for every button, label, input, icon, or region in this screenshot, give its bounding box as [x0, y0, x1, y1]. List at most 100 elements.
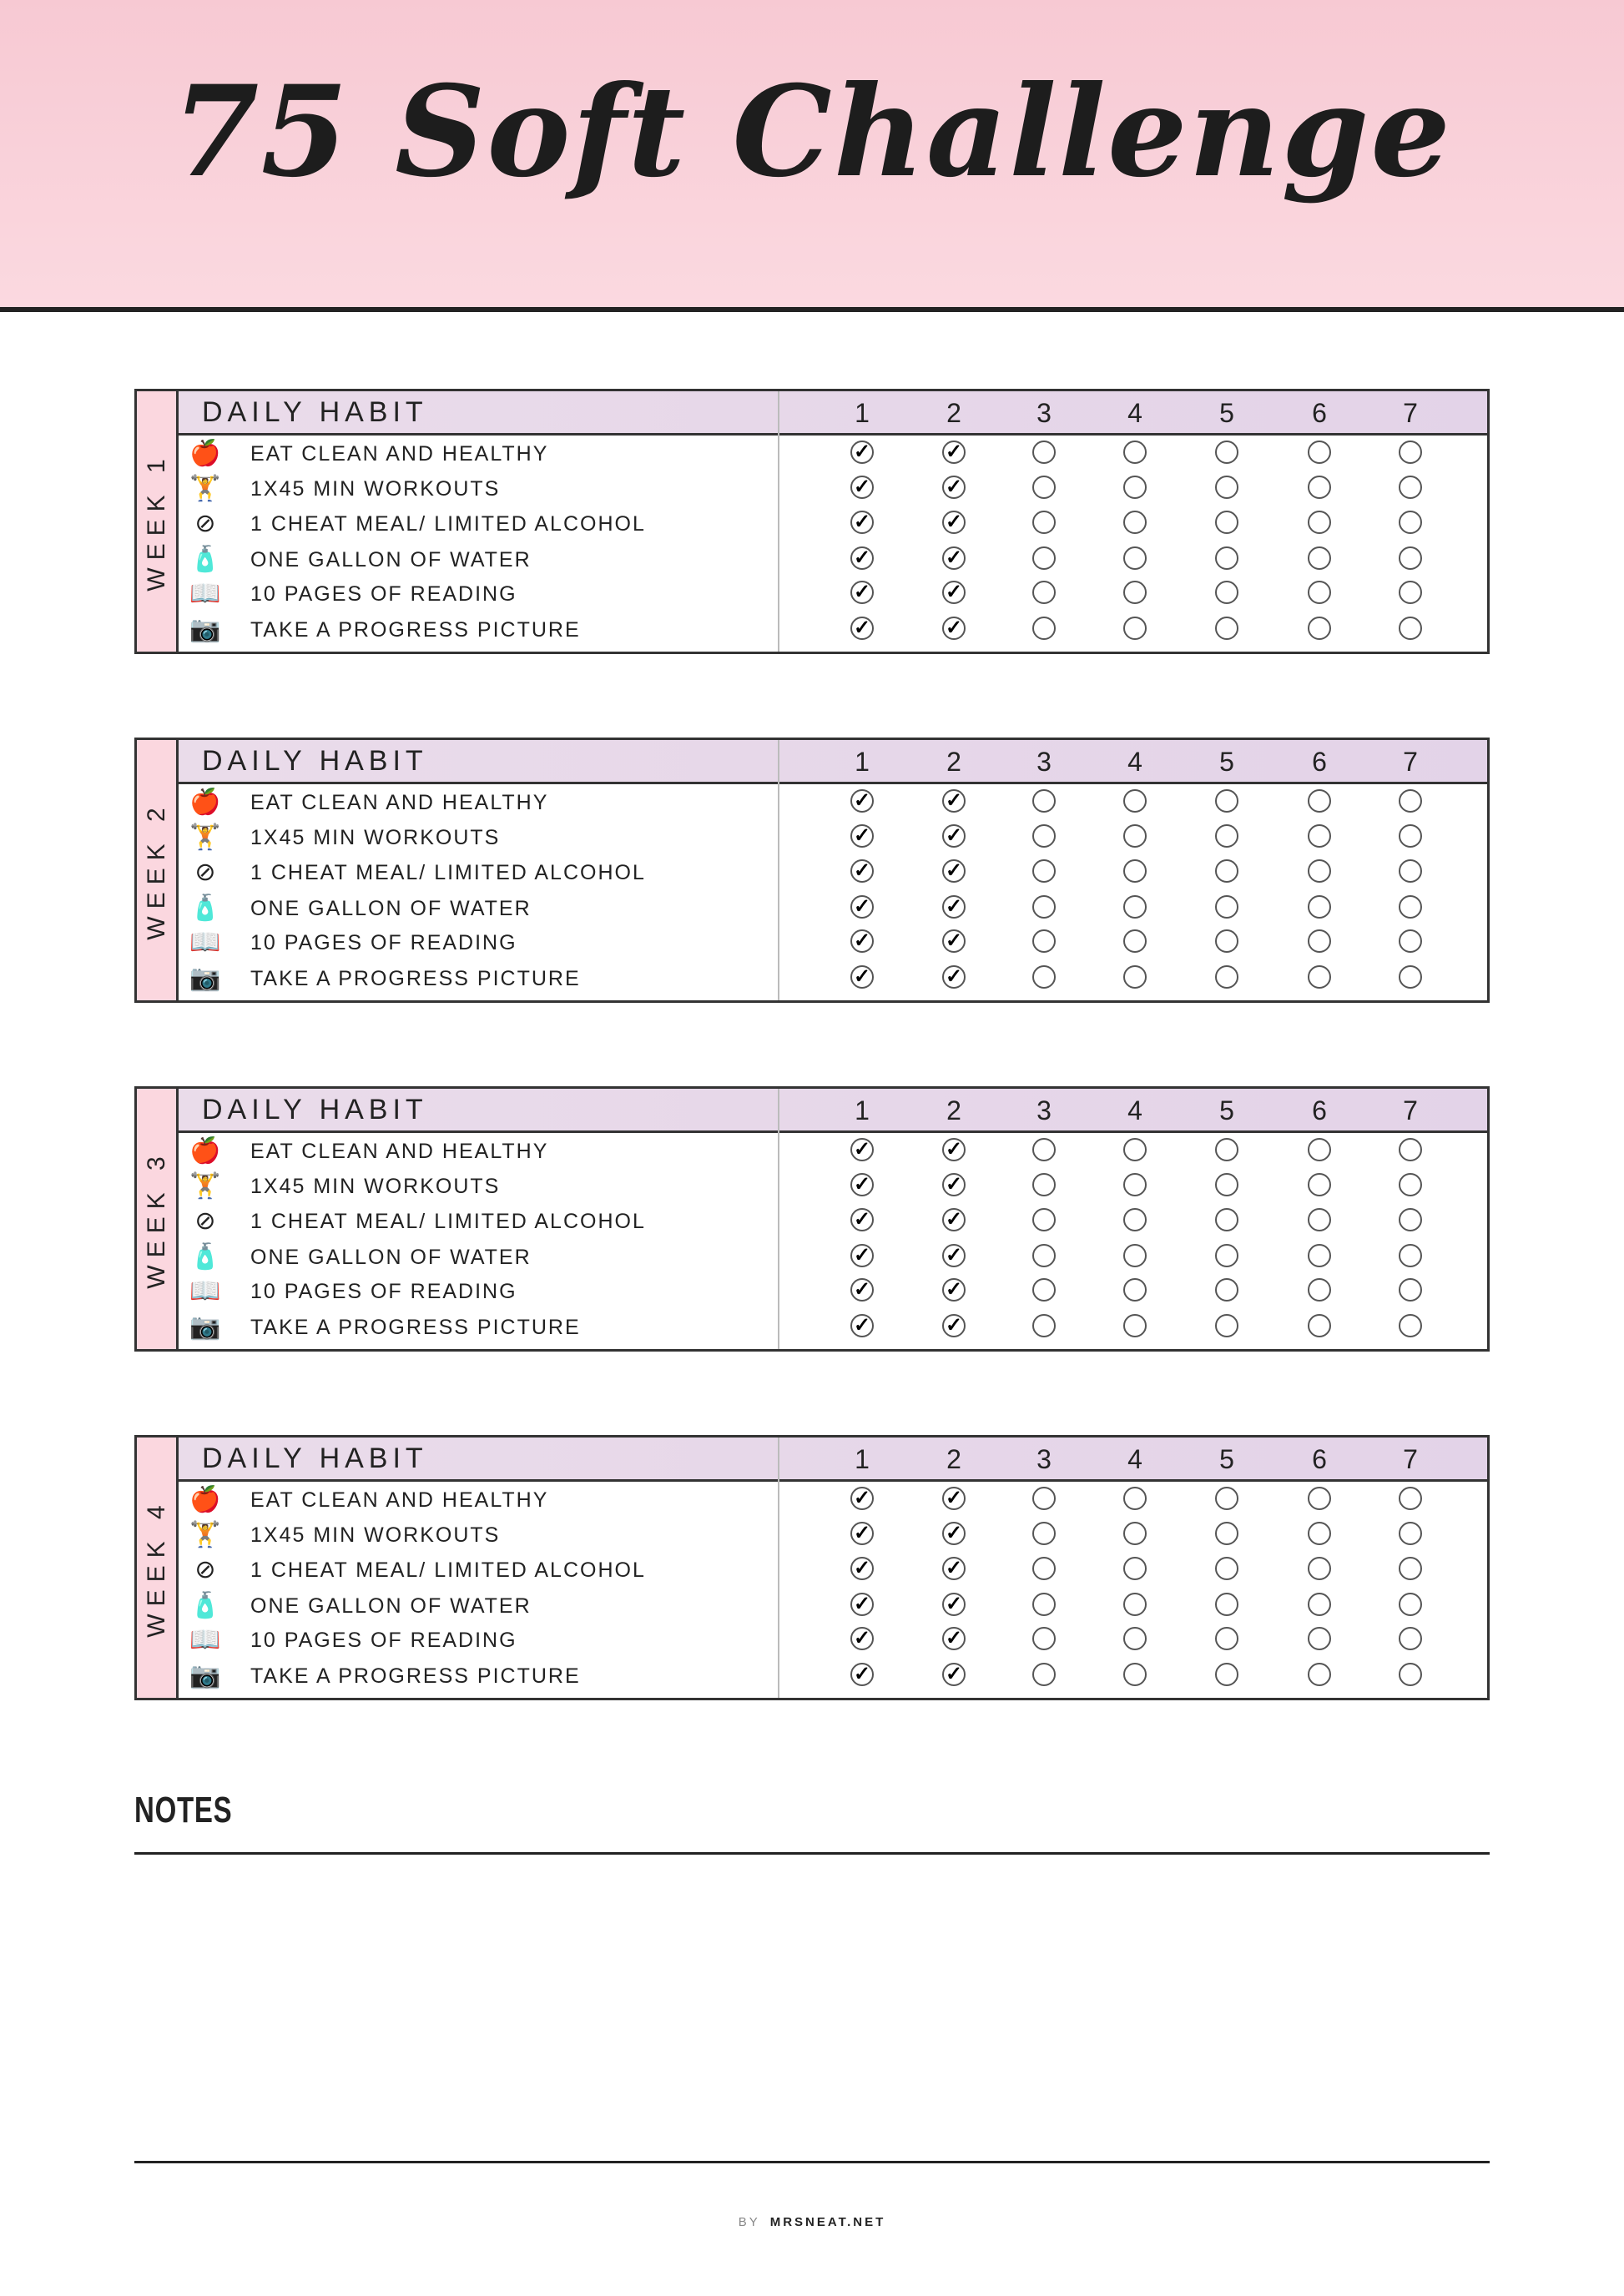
empty-day-circle[interactable] [1308, 511, 1331, 534]
checked-day-circle[interactable]: ✓ [850, 617, 874, 640]
empty-day-circle[interactable] [1123, 789, 1147, 813]
empty-day-circle[interactable] [1308, 895, 1331, 919]
checked-day-circle[interactable]: ✓ [942, 1627, 966, 1650]
empty-day-circle[interactable] [1032, 1208, 1056, 1231]
empty-day-circle[interactable] [1308, 1487, 1331, 1510]
empty-day-circle[interactable] [1308, 824, 1331, 848]
empty-day-circle[interactable] [1308, 789, 1331, 813]
empty-day-circle[interactable] [1399, 1627, 1422, 1650]
checked-day-circle[interactable]: ✓ [942, 1278, 966, 1302]
empty-day-circle[interactable] [1308, 1522, 1331, 1545]
empty-day-circle[interactable] [1308, 1173, 1331, 1196]
checked-day-circle[interactable]: ✓ [942, 581, 966, 604]
checked-day-circle[interactable]: ✓ [942, 1173, 966, 1196]
empty-day-circle[interactable] [1308, 1593, 1331, 1616]
empty-day-circle[interactable] [1215, 1663, 1238, 1686]
empty-day-circle[interactable] [1308, 476, 1331, 499]
empty-day-circle[interactable] [1399, 824, 1422, 848]
empty-day-circle[interactable] [1032, 546, 1056, 570]
empty-day-circle[interactable] [1032, 1138, 1056, 1161]
empty-day-circle[interactable] [1399, 1593, 1422, 1616]
checked-day-circle[interactable]: ✓ [850, 1314, 874, 1337]
checked-day-circle[interactable]: ✓ [850, 1138, 874, 1161]
empty-day-circle[interactable] [1123, 1173, 1147, 1196]
checked-day-circle[interactable]: ✓ [850, 1557, 874, 1580]
empty-day-circle[interactable] [1215, 824, 1238, 848]
checked-day-circle[interactable]: ✓ [850, 1278, 874, 1302]
checked-day-circle[interactable]: ✓ [942, 895, 966, 919]
empty-day-circle[interactable] [1123, 1522, 1147, 1545]
checked-day-circle[interactable]: ✓ [850, 929, 874, 953]
empty-day-circle[interactable] [1399, 1173, 1422, 1196]
empty-day-circle[interactable] [1123, 1138, 1147, 1161]
empty-day-circle[interactable] [1399, 1663, 1422, 1686]
empty-day-circle[interactable] [1308, 929, 1331, 953]
empty-day-circle[interactable] [1123, 1208, 1147, 1231]
empty-day-circle[interactable] [1399, 546, 1422, 570]
empty-day-circle[interactable] [1032, 1173, 1056, 1196]
empty-day-circle[interactable] [1215, 1593, 1238, 1616]
checked-day-circle[interactable]: ✓ [942, 1557, 966, 1580]
checked-day-circle[interactable]: ✓ [942, 1314, 966, 1337]
checked-day-circle[interactable]: ✓ [942, 1487, 966, 1510]
empty-day-circle[interactable] [1399, 859, 1422, 883]
empty-day-circle[interactable] [1399, 789, 1422, 813]
empty-day-circle[interactable] [1215, 1314, 1238, 1337]
empty-day-circle[interactable] [1123, 546, 1147, 570]
checked-day-circle[interactable]: ✓ [942, 929, 966, 953]
checked-day-circle[interactable]: ✓ [850, 1593, 874, 1616]
empty-day-circle[interactable] [1215, 1627, 1238, 1650]
empty-day-circle[interactable] [1123, 1663, 1147, 1686]
checked-day-circle[interactable]: ✓ [850, 1627, 874, 1650]
checked-day-circle[interactable]: ✓ [850, 1663, 874, 1686]
empty-day-circle[interactable] [1215, 1557, 1238, 1580]
checked-day-circle[interactable]: ✓ [850, 1208, 874, 1231]
empty-day-circle[interactable] [1032, 1663, 1056, 1686]
empty-day-circle[interactable] [1032, 859, 1056, 883]
empty-day-circle[interactable] [1215, 1138, 1238, 1161]
empty-day-circle[interactable] [1399, 511, 1422, 534]
checked-day-circle[interactable]: ✓ [942, 965, 966, 989]
checked-day-circle[interactable]: ✓ [850, 859, 874, 883]
empty-day-circle[interactable] [1032, 1627, 1056, 1650]
empty-day-circle[interactable] [1123, 1627, 1147, 1650]
empty-day-circle[interactable] [1123, 1593, 1147, 1616]
empty-day-circle[interactable] [1308, 1557, 1331, 1580]
checked-day-circle[interactable]: ✓ [942, 476, 966, 499]
checked-day-circle[interactable]: ✓ [850, 476, 874, 499]
checked-day-circle[interactable]: ✓ [850, 546, 874, 570]
checked-day-circle[interactable]: ✓ [850, 1173, 874, 1196]
empty-day-circle[interactable] [1215, 441, 1238, 464]
empty-day-circle[interactable] [1123, 511, 1147, 534]
empty-day-circle[interactable] [1308, 1627, 1331, 1650]
empty-day-circle[interactable] [1032, 965, 1056, 989]
checked-day-circle[interactable]: ✓ [850, 965, 874, 989]
checked-day-circle[interactable]: ✓ [942, 859, 966, 883]
empty-day-circle[interactable] [1215, 511, 1238, 534]
empty-day-circle[interactable] [1123, 581, 1147, 604]
empty-day-circle[interactable] [1032, 895, 1056, 919]
empty-day-circle[interactable] [1215, 789, 1238, 813]
empty-day-circle[interactable] [1399, 441, 1422, 464]
empty-day-circle[interactable] [1123, 859, 1147, 883]
empty-day-circle[interactable] [1123, 617, 1147, 640]
empty-day-circle[interactable] [1399, 1557, 1422, 1580]
empty-day-circle[interactable] [1123, 824, 1147, 848]
empty-day-circle[interactable] [1399, 965, 1422, 989]
empty-day-circle[interactable] [1123, 476, 1147, 499]
empty-day-circle[interactable] [1399, 1487, 1422, 1510]
empty-day-circle[interactable] [1032, 617, 1056, 640]
empty-day-circle[interactable] [1215, 1173, 1238, 1196]
empty-day-circle[interactable] [1399, 617, 1422, 640]
empty-day-circle[interactable] [1215, 1244, 1238, 1267]
empty-day-circle[interactable] [1032, 824, 1056, 848]
checked-day-circle[interactable]: ✓ [942, 1138, 966, 1161]
checked-day-circle[interactable]: ✓ [850, 1487, 874, 1510]
empty-day-circle[interactable] [1215, 617, 1238, 640]
empty-day-circle[interactable] [1215, 1208, 1238, 1231]
empty-day-circle[interactable] [1308, 581, 1331, 604]
empty-day-circle[interactable] [1215, 581, 1238, 604]
empty-day-circle[interactable] [1032, 929, 1056, 953]
empty-day-circle[interactable] [1123, 441, 1147, 464]
checked-day-circle[interactable]: ✓ [942, 1208, 966, 1231]
